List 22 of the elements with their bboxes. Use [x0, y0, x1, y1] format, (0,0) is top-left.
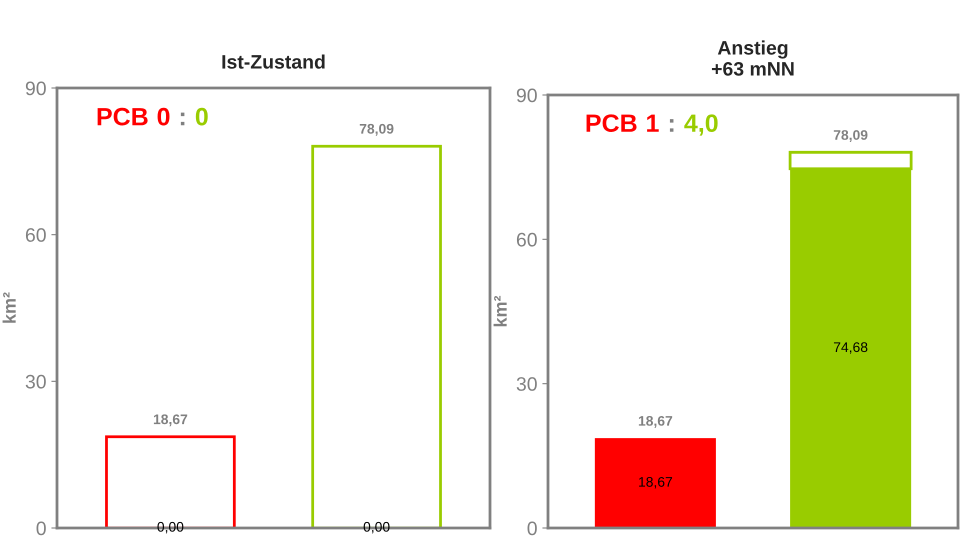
- y-tick-label: 60: [26, 228, 46, 242]
- data-label: 74,68: [834, 342, 868, 354]
- y-tick-label: 0: [36, 521, 46, 536]
- total-label: 18,67: [154, 414, 188, 426]
- annotation: PCB 1 : 4,0: [586, 114, 718, 136]
- data-label: 0,00: [157, 522, 184, 534]
- y-tick-label: 30: [516, 377, 537, 391]
- chart-title: Anstieg +63 mNN: [712, 40, 794, 76]
- total-label: 78,09: [360, 124, 394, 136]
- y-tick-label: 90: [516, 88, 537, 102]
- chart-title: Ist-Zustand: [222, 54, 325, 69]
- data-label: 0,00: [364, 522, 390, 534]
- total-label: 78,09: [834, 130, 868, 142]
- y-axis-title: km²: [2, 292, 16, 323]
- annotation: PCB 0 : 0: [98, 108, 208, 126]
- y-tick-label: 90: [26, 81, 46, 96]
- y-tick-label: 0: [528, 521, 537, 536]
- y-tick-label: 30: [26, 374, 46, 389]
- data-label: 18,67: [639, 476, 672, 488]
- y-tick-label: 60: [516, 232, 537, 247]
- y-axis-title: km²: [494, 296, 507, 326]
- total-label: 18,67: [638, 416, 672, 428]
